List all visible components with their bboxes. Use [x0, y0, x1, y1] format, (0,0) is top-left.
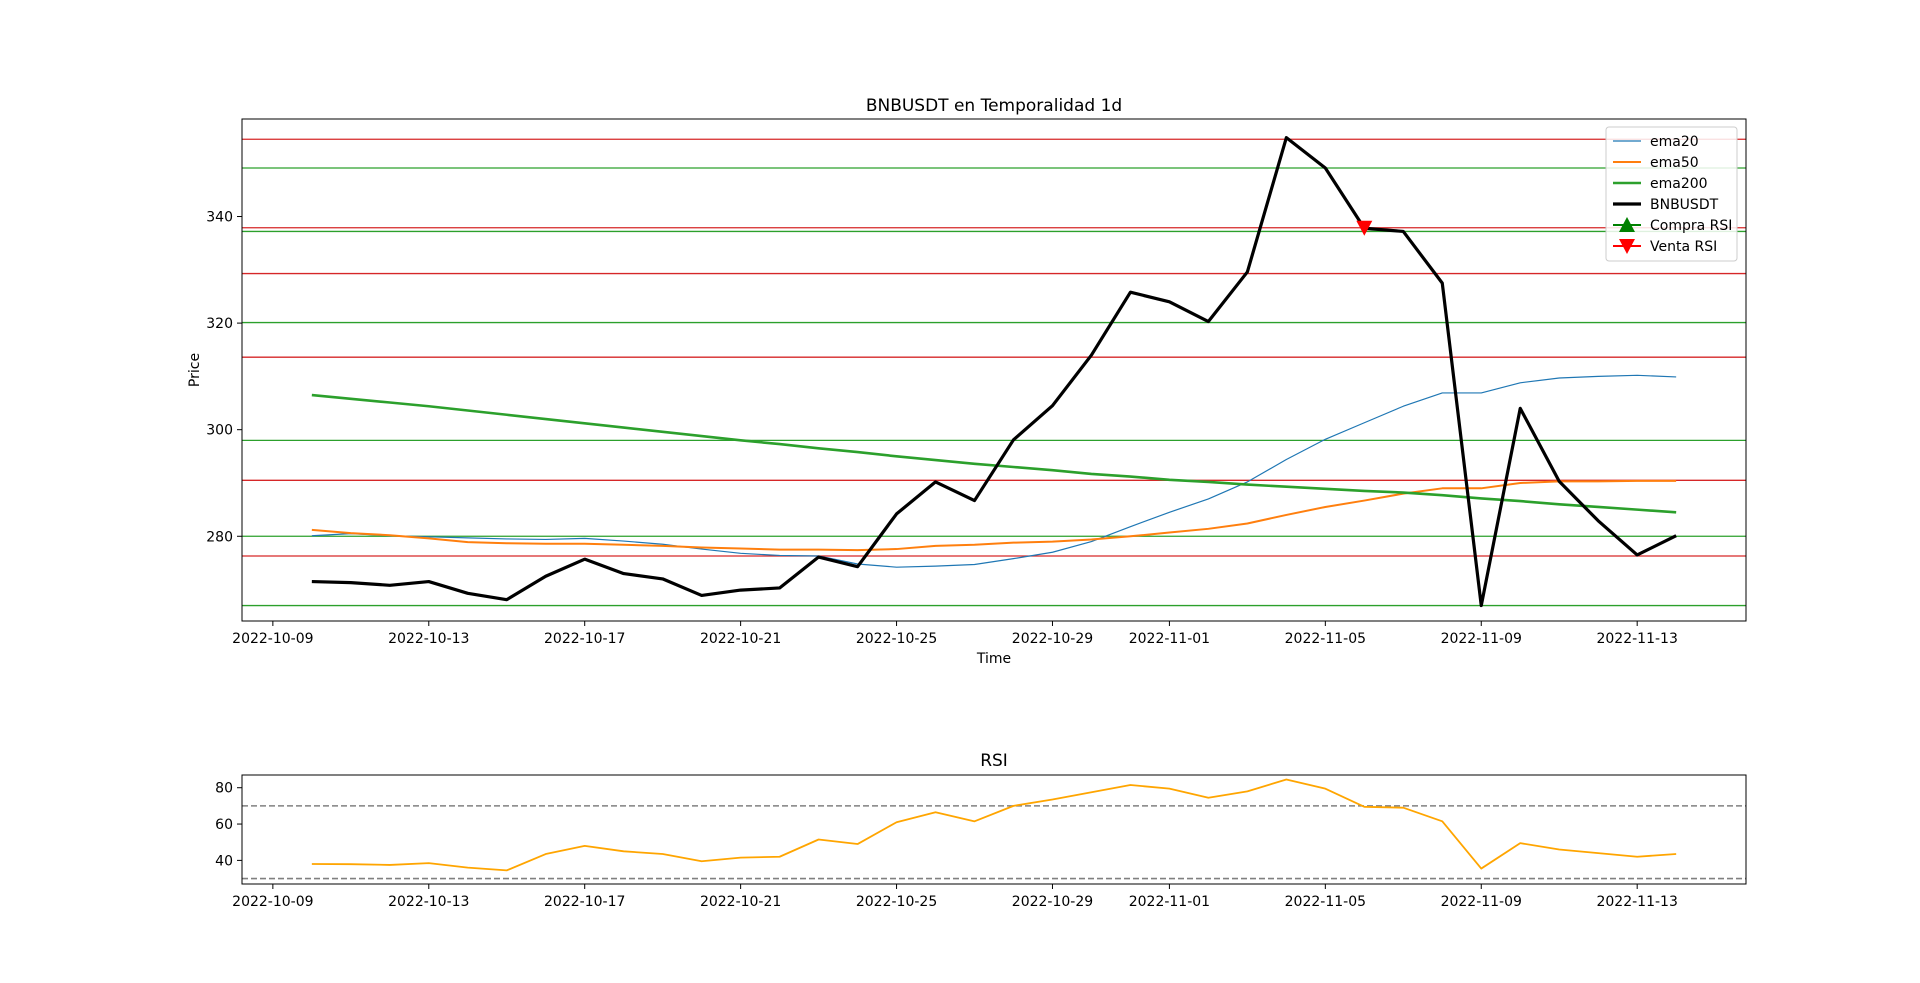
x-tick-label: 2022-10-13: [388, 631, 469, 647]
x-tick-label: 2022-10-29: [1012, 631, 1093, 647]
y-tick-label: 60: [215, 817, 233, 833]
rsi-threshold-lines: [242, 805, 1746, 880]
legend-item: ema200: [1613, 176, 1708, 192]
legend-label: ema50: [1650, 155, 1699, 171]
price-chart: BNBUSDT en Temporalidad 1d 2022-10-09 202…: [187, 96, 1747, 667]
legend: ema20 ema50 ema200 BNBUSDT Compra RSI Venta R…: [1605, 126, 1738, 262]
rsi-y-ticks: 40 60 80: [215, 781, 242, 869]
support-resistance-lines: [242, 138, 1746, 607]
series-line-1-0: [311, 778, 1677, 872]
legend-item: ema20: [1613, 134, 1699, 150]
x-tick-label: 2022-10-17: [544, 894, 625, 910]
y-tick-label: 320: [206, 316, 233, 332]
rsi-series: [311, 778, 1677, 872]
x-tick-label: 2022-11-13: [1596, 631, 1677, 647]
y-tick-label: 340: [206, 210, 233, 226]
x-tick-label: 2022-11-09: [1441, 894, 1522, 910]
rsi-chart: RSI 2022-10-09 2022-10-13 2022-10-17 2022-1…: [215, 751, 1747, 910]
legend-label: Compra RSI: [1650, 218, 1732, 234]
x-tick-label: 2022-10-09: [232, 631, 313, 647]
legend-marker: [1619, 239, 1635, 254]
rsi-axes-frame: [241, 774, 1747, 885]
price-x-label: Time: [976, 651, 1011, 667]
legend-item: BNBUSDT: [1613, 197, 1719, 213]
price-y-ticks: 280 300 320 340: [206, 210, 242, 545]
price-x-ticks: 2022-10-09 2022-10-13 2022-10-17 2022-10-21…: [232, 621, 1678, 647]
y-tick-label: 280: [206, 529, 233, 545]
legend-label: ema20: [1650, 134, 1699, 150]
x-tick-label: 2022-10-25: [856, 894, 937, 910]
legend-label: BNBUSDT: [1650, 197, 1719, 213]
y-tick-label: 80: [215, 781, 233, 797]
price-axes-frame: [241, 118, 1747, 622]
series-line-ema200: [311, 393, 1677, 514]
y-tick-label: 40: [215, 853, 233, 869]
rsi-chart-title: RSI: [980, 751, 1008, 771]
legend-frame: [1605, 126, 1738, 262]
x-tick-label: 2022-11-01: [1129, 631, 1210, 647]
x-tick-label: 2022-11-09: [1441, 631, 1522, 647]
x-tick-label: 2022-10-29: [1012, 894, 1093, 910]
series-line-bnbusdt: [311, 136, 1677, 608]
x-tick-label: 2022-10-25: [856, 631, 937, 647]
price-series: [311, 136, 1677, 608]
x-tick-label: 2022-10-21: [700, 631, 781, 647]
legend-label: Venta RSI: [1650, 239, 1717, 255]
x-tick-label: 2022-10-21: [700, 894, 781, 910]
x-tick-label: 2022-11-05: [1285, 894, 1366, 910]
series-line-ema50: [311, 479, 1677, 552]
x-tick-label: 2022-10-17: [544, 631, 625, 647]
x-tick-label: 2022-11-13: [1596, 894, 1677, 910]
legend-label: ema200: [1650, 176, 1708, 192]
signal-marker-1-0: [1356, 220, 1373, 236]
x-tick-label: 2022-10-09: [232, 894, 313, 910]
legend-item: Compra RSI: [1613, 217, 1732, 234]
signal-markers: [1356, 220, 1373, 236]
legend-item: ema50: [1613, 155, 1699, 171]
price-y-label: Price: [187, 353, 203, 387]
x-tick-label: 2022-10-13: [388, 894, 469, 910]
legend-item: Venta RSI: [1613, 239, 1717, 255]
x-tick-label: 2022-11-05: [1285, 631, 1366, 647]
series-line-ema20: [311, 374, 1677, 568]
price-chart-title: BNBUSDT en Temporalidad 1d: [866, 96, 1122, 116]
legend-marker: [1619, 217, 1635, 232]
y-tick-label: 300: [206, 423, 233, 439]
x-tick-label: 2022-11-01: [1129, 894, 1210, 910]
rsi-x-ticks: 2022-10-09 2022-10-13 2022-10-17 2022-10-21…: [232, 884, 1678, 910]
